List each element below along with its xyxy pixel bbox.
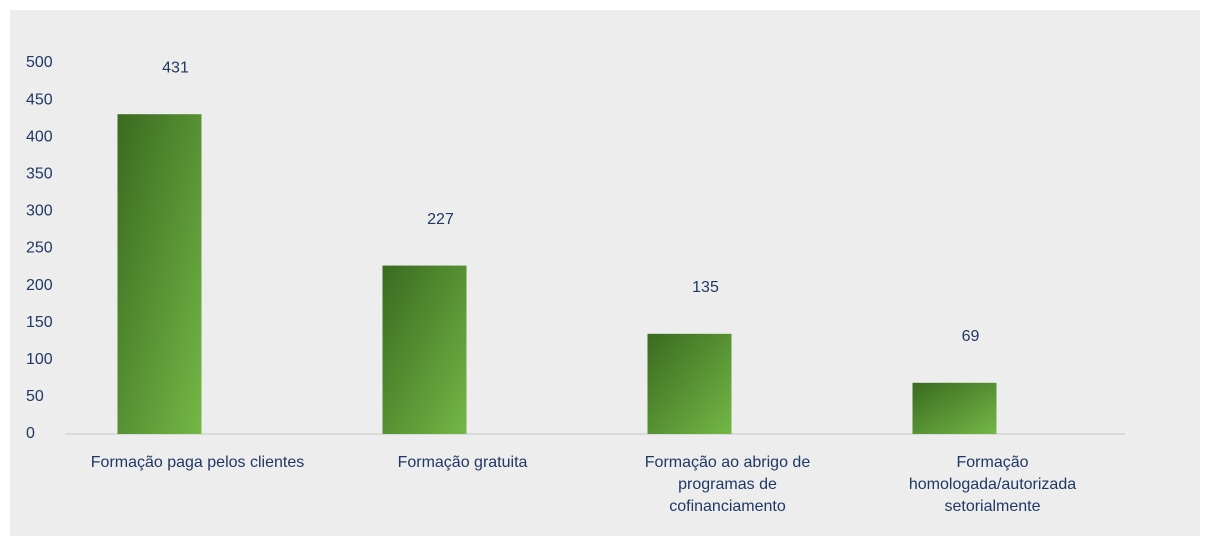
- y-tick-label: 200: [26, 277, 53, 294]
- y-tick-label: 300: [26, 203, 53, 220]
- y-tick-label: 500: [26, 54, 53, 71]
- y-tick-label: 150: [26, 314, 53, 331]
- bar: [647, 333, 732, 434]
- y-tick-label: 50: [26, 388, 44, 405]
- x-tick-label: Formação homologada/autorizada setorialm…: [908, 454, 1077, 515]
- data-label: 431: [162, 59, 189, 76]
- bar: [117, 114, 202, 434]
- y-tick-label: 450: [26, 91, 53, 108]
- x-tick-label: Formação ao abrigo de programas de cofin…: [644, 454, 811, 515]
- y-tick-label: 350: [26, 166, 53, 183]
- bar: [912, 382, 997, 434]
- y-tick-label: 250: [26, 240, 53, 257]
- data-label: 135: [692, 279, 719, 296]
- y-tick-label: 400: [26, 128, 53, 145]
- y-tick-label: 100: [26, 351, 53, 368]
- bar: [382, 265, 467, 434]
- x-tick-label: Formação gratuita: [397, 454, 528, 471]
- data-label: 69: [962, 328, 980, 345]
- x-tick-label: Formação paga pelos clientes: [90, 454, 305, 471]
- data-label: 227: [427, 211, 454, 228]
- y-tick-label: 0: [26, 425, 35, 442]
- chart-background: [10, 10, 1200, 536]
